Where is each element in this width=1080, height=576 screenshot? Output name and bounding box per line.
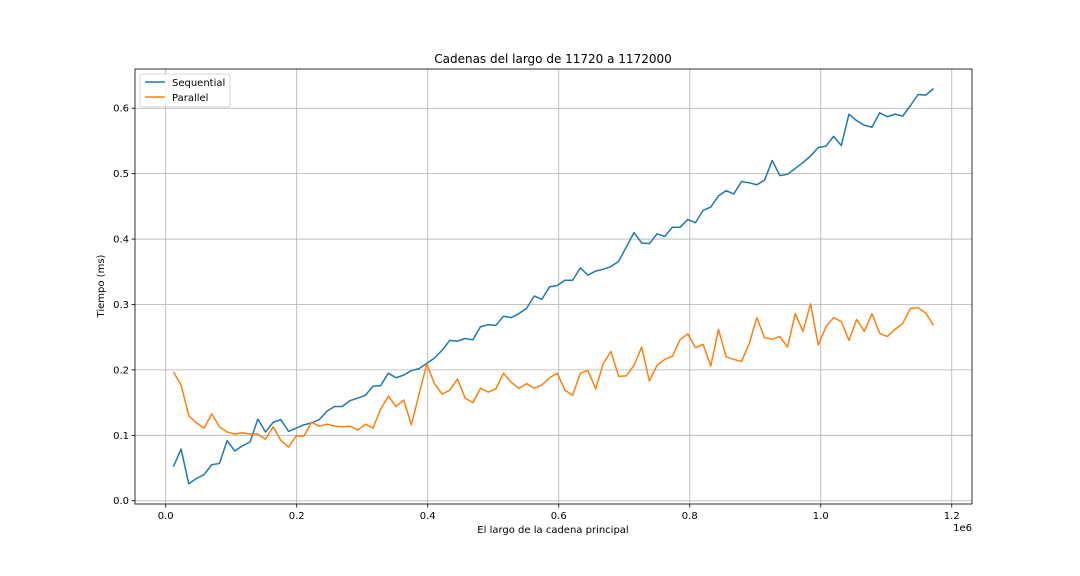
- x-tick-label: 1.2: [944, 511, 960, 522]
- legend: Sequential Parallel: [139, 73, 231, 108]
- series-line-sequential: [172, 88, 934, 485]
- grid: [135, 69, 972, 504]
- y-axis-label: Tiempo (ms): [96, 254, 107, 318]
- y-tick-label: 0.3: [113, 300, 129, 311]
- x-axis: 0.0 0.2 0.4 0.6 0.8 1.0 1.2: [158, 504, 960, 522]
- series-line-parallel: [172, 303, 935, 448]
- series-layer: [172, 88, 935, 485]
- y-tick-label: 0.5: [113, 169, 129, 180]
- x-axis-offset-label: 1e6: [953, 523, 972, 534]
- x-tick-label: 0.0: [158, 511, 174, 522]
- x-tick-label: 1.0: [813, 511, 829, 522]
- y-axis: 0.0 0.1 0.2 0.3 0.4 0.5 0.6: [113, 104, 135, 507]
- y-tick-label: 0.4: [113, 235, 129, 246]
- x-tick-label: 0.2: [289, 511, 305, 522]
- x-tick-label: 0.6: [551, 511, 567, 522]
- x-tick-label: 0.4: [420, 511, 436, 522]
- legend-label-sequential: Sequential: [172, 78, 225, 89]
- y-tick-label: 0.6: [113, 104, 129, 115]
- y-tick-label: 0.1: [113, 431, 129, 442]
- y-tick-label: 0.0: [113, 496, 129, 507]
- legend-label-parallel: Parallel: [172, 93, 208, 104]
- plot-frame: [134, 68, 973, 505]
- y-tick-label: 0.2: [113, 365, 129, 376]
- x-axis-label: El largo de la cadena principal: [477, 525, 628, 536]
- x-tick-label: 0.8: [682, 511, 698, 522]
- chart-title: Cadenas del largo de 11720 a 1172000: [434, 52, 672, 66]
